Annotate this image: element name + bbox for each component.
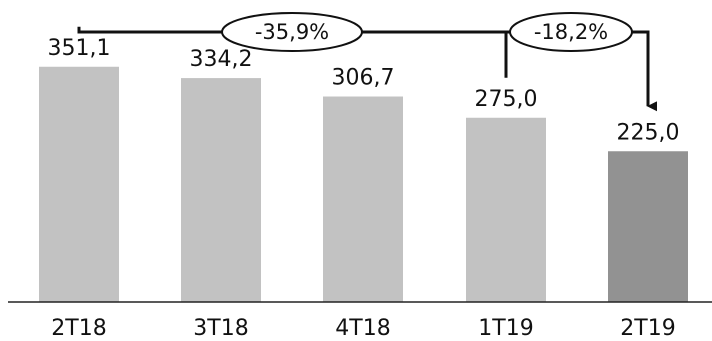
change-annotations: -35,9% -18,2% bbox=[77, 12, 657, 112]
category-label-2T18: 2T18 bbox=[51, 316, 106, 341]
category-label-2T19: 2T19 bbox=[620, 316, 675, 341]
value-label-4T18: 306,7 bbox=[332, 66, 395, 91]
bar-2T18 bbox=[39, 66, 119, 302]
bar-3T18 bbox=[181, 78, 261, 302]
change-badge-2 bbox=[509, 12, 633, 52]
change-label-1: -35,9% bbox=[255, 20, 329, 44]
value-label-1T19: 275,0 bbox=[475, 87, 538, 112]
category-label-3T18: 3T18 bbox=[193, 316, 248, 341]
value-labels: 351,1 334,2 306,7 275,0 225,0 bbox=[48, 36, 680, 145]
category-labels: 2T18 3T18 4T18 1T19 2T19 bbox=[51, 316, 675, 341]
category-label-1T19: 1T19 bbox=[478, 316, 533, 341]
category-label-4T18: 4T18 bbox=[335, 316, 390, 341]
value-label-2T19: 225,0 bbox=[617, 120, 680, 145]
bar-2T19 bbox=[608, 151, 688, 302]
bar-1T19 bbox=[466, 117, 546, 302]
value-label-3T18: 334,2 bbox=[190, 47, 253, 72]
change-bracket-1 bbox=[77, 26, 657, 112]
change-label-2: -18,2% bbox=[534, 20, 608, 44]
value-label-2T18: 351,1 bbox=[48, 36, 111, 61]
bars bbox=[39, 66, 688, 302]
bar-4T18 bbox=[323, 96, 403, 302]
change-badge-1 bbox=[221, 12, 363, 52]
